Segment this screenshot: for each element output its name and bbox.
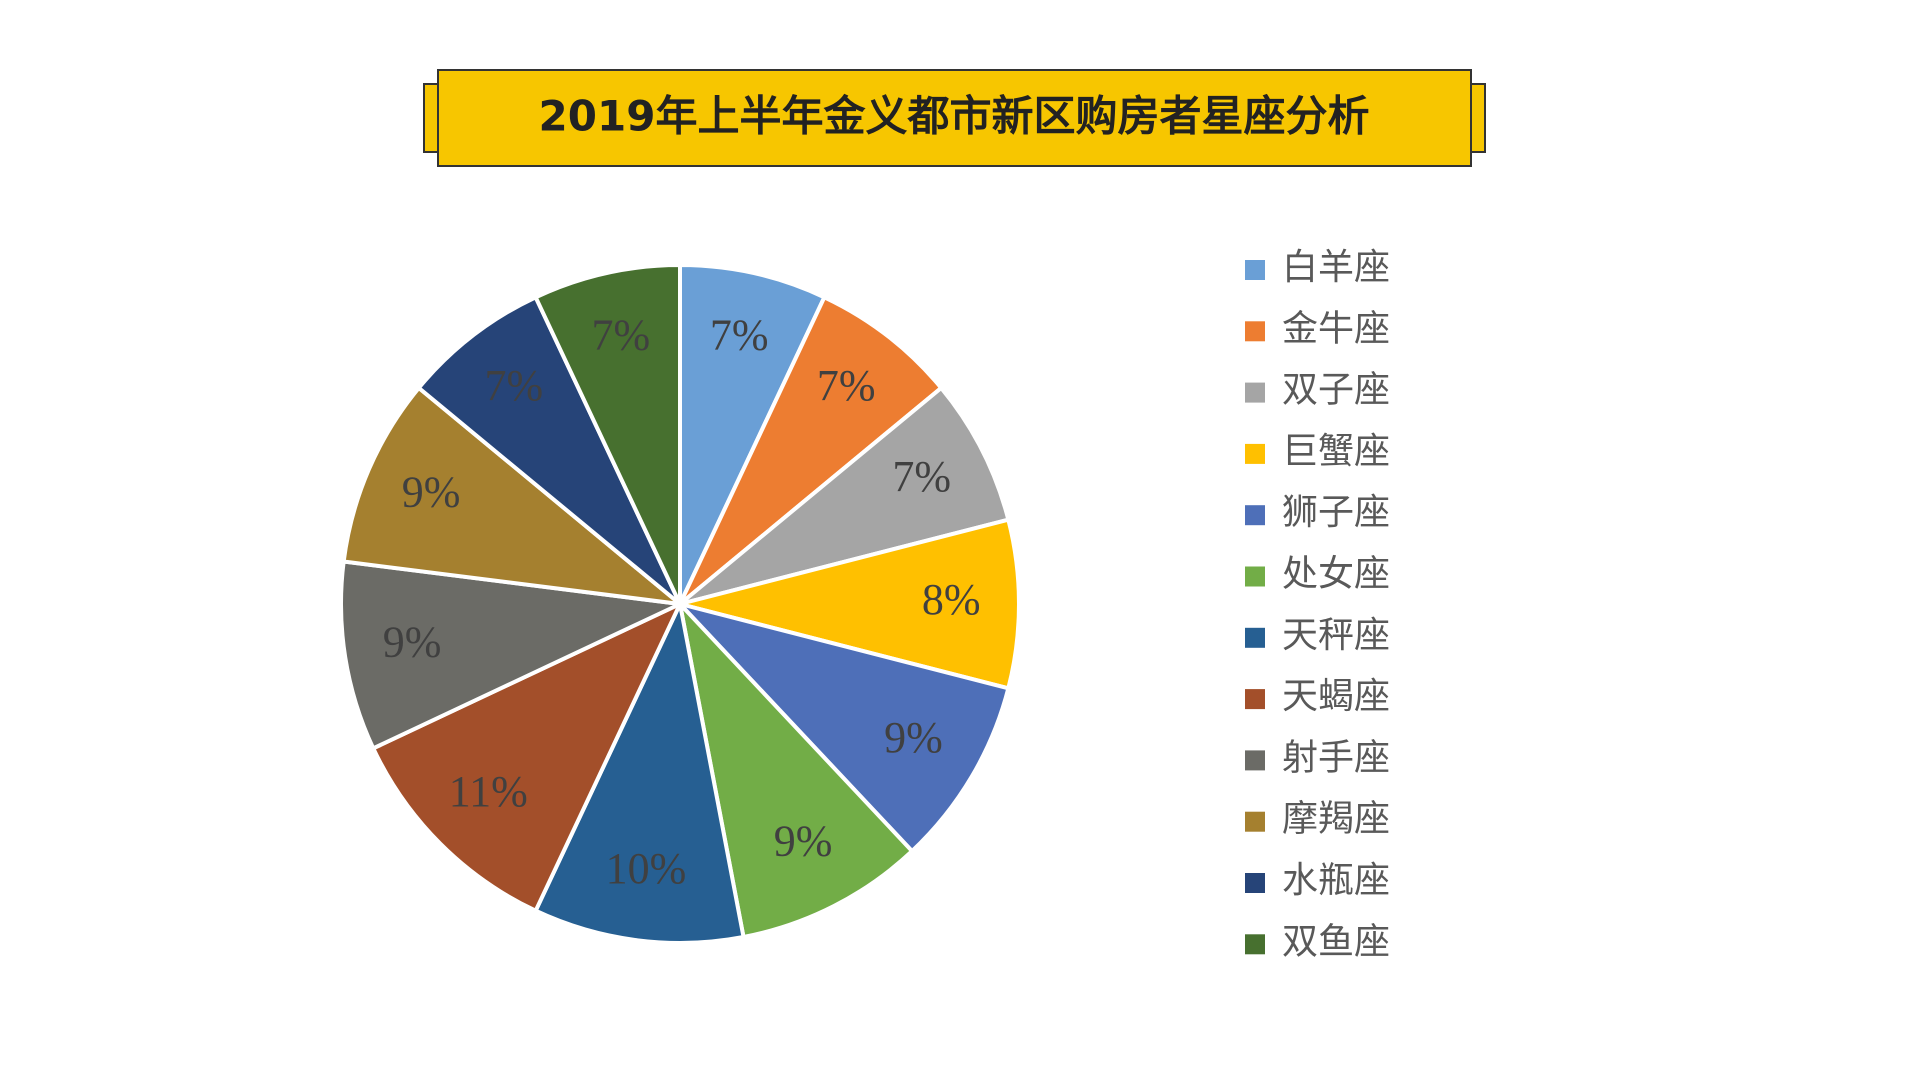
pie-slice <box>532 262 682 605</box>
title-box <box>437 69 1472 167</box>
pie-slice <box>673 600 1011 854</box>
legend-swatch <box>1245 627 1265 648</box>
pie-slice <box>341 385 687 607</box>
legend-text: 双子座 <box>1282 370 1390 411</box>
slice-label: 10% <box>606 844 687 893</box>
legend-swatch <box>1245 505 1265 526</box>
legend-text: 天秤座 <box>1282 615 1390 656</box>
legend-swatch <box>1245 566 1265 587</box>
legend-text: 天蝎座 <box>1282 676 1390 717</box>
legend-text: 双鱼座 <box>1282 921 1390 962</box>
legend-swatch <box>1245 321 1265 342</box>
slice-label: 7% <box>592 310 651 359</box>
slice-label: 9% <box>402 467 461 516</box>
slice-label: 7% <box>892 452 951 501</box>
legend-swatch <box>1245 934 1265 955</box>
pie-slice <box>678 385 1011 606</box>
slice-label: 9% <box>383 618 442 667</box>
legend-swatch <box>1245 382 1265 403</box>
pie-slice <box>679 517 1021 691</box>
legend-text: 白羊座 <box>1282 247 1390 288</box>
pie-slice <box>415 294 682 606</box>
legend-text: 金牛座 <box>1282 308 1390 349</box>
slice-label: 7% <box>710 310 769 359</box>
legend-swatch <box>1245 750 1265 771</box>
slice-label: 11% <box>449 767 528 816</box>
pie-slice <box>339 559 688 752</box>
pie-slice <box>532 597 746 945</box>
chart-title: 2019年上半年金义都市新区购房者星座分析 <box>539 92 1370 141</box>
legend-text: 巨蟹座 <box>1282 431 1390 472</box>
legend-text: 处女座 <box>1282 554 1390 595</box>
legend-swatch <box>1245 260 1265 280</box>
legend-text: 射手座 <box>1282 737 1390 778</box>
slice-label: 9% <box>774 817 833 866</box>
legend-swatch <box>1245 873 1265 893</box>
legend-text: 狮子座 <box>1282 492 1390 533</box>
legend-swatch <box>1245 811 1265 832</box>
slice-label: 8% <box>922 575 981 624</box>
slice-label: 7% <box>484 361 543 410</box>
legend-text: 摩羯座 <box>1282 799 1390 840</box>
legend-swatch <box>1245 689 1265 710</box>
pie-slice <box>676 597 915 940</box>
pie-slice <box>678 262 828 605</box>
slice-label: 7% <box>817 361 876 410</box>
legend-text: 水瓶座 <box>1282 860 1390 901</box>
legend-swatch <box>1245 443 1265 464</box>
slice-label: 9% <box>884 713 943 762</box>
pie-slice <box>370 599 685 914</box>
pie-slice <box>678 294 945 606</box>
